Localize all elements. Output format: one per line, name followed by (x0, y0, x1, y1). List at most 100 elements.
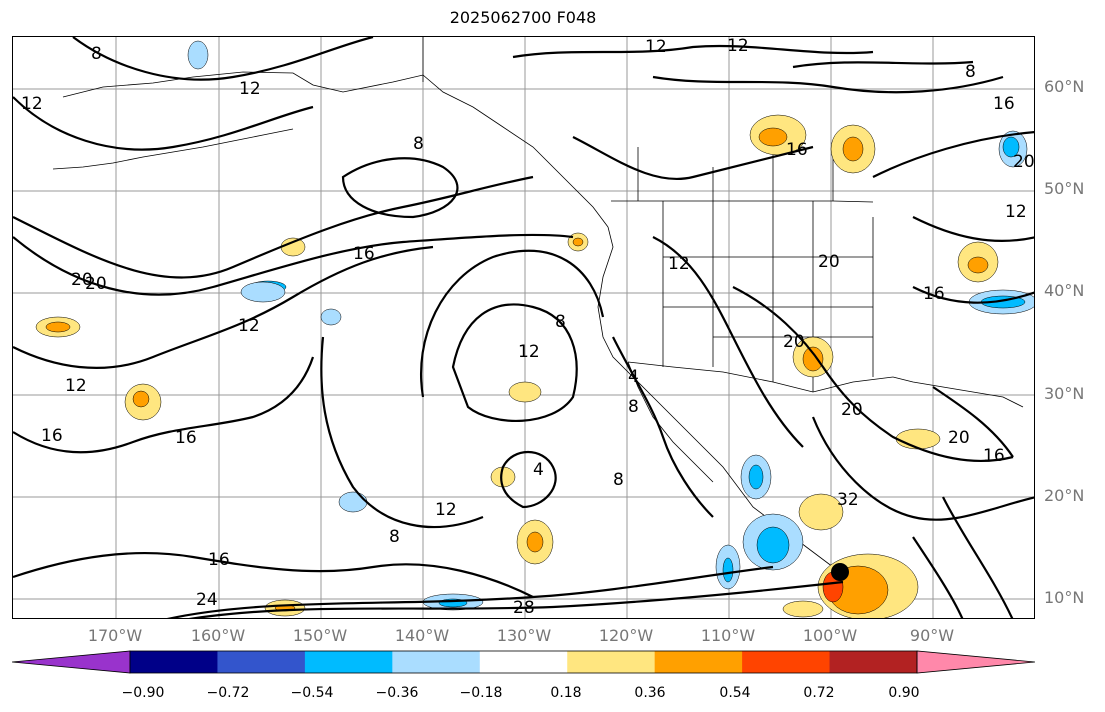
colorbar-segment (829, 651, 918, 673)
coastlines (52, 37, 1024, 598)
fill-orange (967, 256, 989, 274)
colorbar-extend-high (916, 650, 1035, 674)
contour-label: 16 (41, 426, 63, 446)
contour-line (912, 536, 964, 618)
contour-label: 12 (518, 342, 540, 362)
colorbar-tick-label: 0.36 (634, 685, 666, 701)
map-title: 2025062700 F048 (449, 8, 597, 27)
contour-label: 4 (533, 460, 544, 480)
contour-label: 8 (91, 44, 102, 64)
fill-lightblue (240, 281, 286, 303)
contour-label: 8 (628, 397, 639, 417)
contour-label: 20 (818, 252, 840, 272)
contour-label: 20 (1013, 152, 1035, 172)
lon-label-130w: 130°W (496, 626, 552, 645)
fill-lightyellow (508, 381, 542, 403)
fill-orange (572, 237, 584, 247)
contour-line (420, 249, 605, 398)
contour-line (732, 286, 1014, 463)
fill-lightyellow (798, 493, 844, 531)
contour-line (13, 175, 534, 279)
colorbar-outline (129, 650, 918, 674)
colorbar-tick-label: 0.72 (803, 685, 835, 701)
contour-label: 8 (413, 134, 424, 154)
alaska-coast (62, 71, 609, 228)
colorbar-tick-label: 0.90 (888, 685, 920, 701)
map-panel[interactable]: 8 12 12 12 8 16 12 20 16 16 12 8 12 16 1… (12, 36, 1035, 619)
contour-line (512, 44, 874, 59)
colorbar-tick-label: −0.72 (206, 685, 250, 701)
lon-label-90w: 90°W (909, 626, 955, 645)
lon-label-140w: 140°W (394, 626, 450, 645)
baja-coast (627, 361, 714, 483)
colorbar-tick-label: −0.54 (290, 685, 334, 701)
aleutian-islands (52, 128, 294, 170)
shaded-fields (35, 40, 1034, 618)
black-dot-marker (831, 563, 849, 581)
contour-label: 16 (353, 244, 375, 264)
contour-line (932, 386, 1014, 458)
contour-label: 4 (628, 367, 639, 387)
canada-coast (597, 226, 913, 598)
fill-lightblue (320, 308, 342, 326)
colorbar-tick-label: −0.18 (459, 685, 503, 701)
contour-label: 16 (993, 94, 1015, 114)
contour-label: 20 (85, 274, 107, 294)
contour-label: 12 (239, 79, 261, 99)
contour-label: 12 (645, 37, 667, 57)
map-svg[interactable]: 8 12 12 12 8 16 12 20 16 16 12 8 12 16 1… (13, 37, 1035, 619)
colorbar-segments (12, 650, 1035, 674)
colorbar-tick-label: 0.54 (719, 685, 751, 701)
colorbar-segment (654, 651, 743, 673)
lat-label-10n: 10°N (1044, 588, 1085, 607)
contour-label: 8 (965, 62, 976, 82)
fill-lightyellow (895, 428, 941, 450)
fill-lightyellow (280, 237, 306, 257)
colorbar-extend-low (12, 650, 131, 674)
fill-lightyellow (782, 600, 824, 618)
contour-label: 24 (196, 590, 218, 610)
contour-line (13, 245, 434, 370)
lon-label-160w: 160°W (190, 626, 246, 645)
lon-label-100w: 100°W (802, 626, 858, 645)
fill-orange (842, 136, 864, 162)
contour-label: 16 (786, 140, 808, 160)
colorbar-segment (392, 651, 481, 673)
state-lines-1 (662, 201, 874, 392)
lon-label-150w: 150°W (292, 626, 348, 645)
contour-label: 16 (923, 284, 945, 304)
gulf-coast (892, 376, 1024, 408)
contour-line (13, 551, 534, 598)
contour-label: 8 (389, 527, 400, 547)
lat-label-40n: 40°N (1044, 281, 1085, 300)
colorbar-segment (217, 651, 306, 673)
contours (13, 37, 1034, 618)
fill-orange (526, 531, 544, 553)
contour-line (500, 451, 557, 509)
contour-line (942, 496, 1014, 618)
lon-label-120w: 120°W (598, 626, 654, 645)
lon-label-170w: 170°W (87, 626, 143, 645)
colorbar-segment (742, 651, 831, 673)
contour-line (811, 416, 1034, 521)
colorbar-segment (479, 651, 568, 673)
contour-label: 12 (65, 376, 87, 396)
fill-orange (758, 127, 788, 147)
contour-labels: 8 12 12 12 8 16 12 20 16 16 12 8 12 16 1… (21, 37, 1035, 618)
contour-label: 20 (783, 332, 805, 352)
lon-label-110w: 110°W (700, 626, 756, 645)
lat-label-60n: 60°N (1044, 77, 1085, 96)
contour-line (320, 336, 484, 529)
contour-line (912, 216, 1034, 243)
contour-label: 12 (435, 500, 457, 520)
colorbar-segment (304, 651, 393, 673)
contour-line (652, 75, 1004, 94)
contour-line (652, 236, 804, 448)
contour-line (13, 356, 315, 454)
contour-label: 12 (727, 37, 749, 56)
fill-blue (756, 526, 790, 564)
contour-label: 12 (1005, 202, 1027, 222)
fill-blue (748, 464, 764, 490)
contour-label: 20 (948, 428, 970, 448)
fill-orange (45, 321, 71, 333)
